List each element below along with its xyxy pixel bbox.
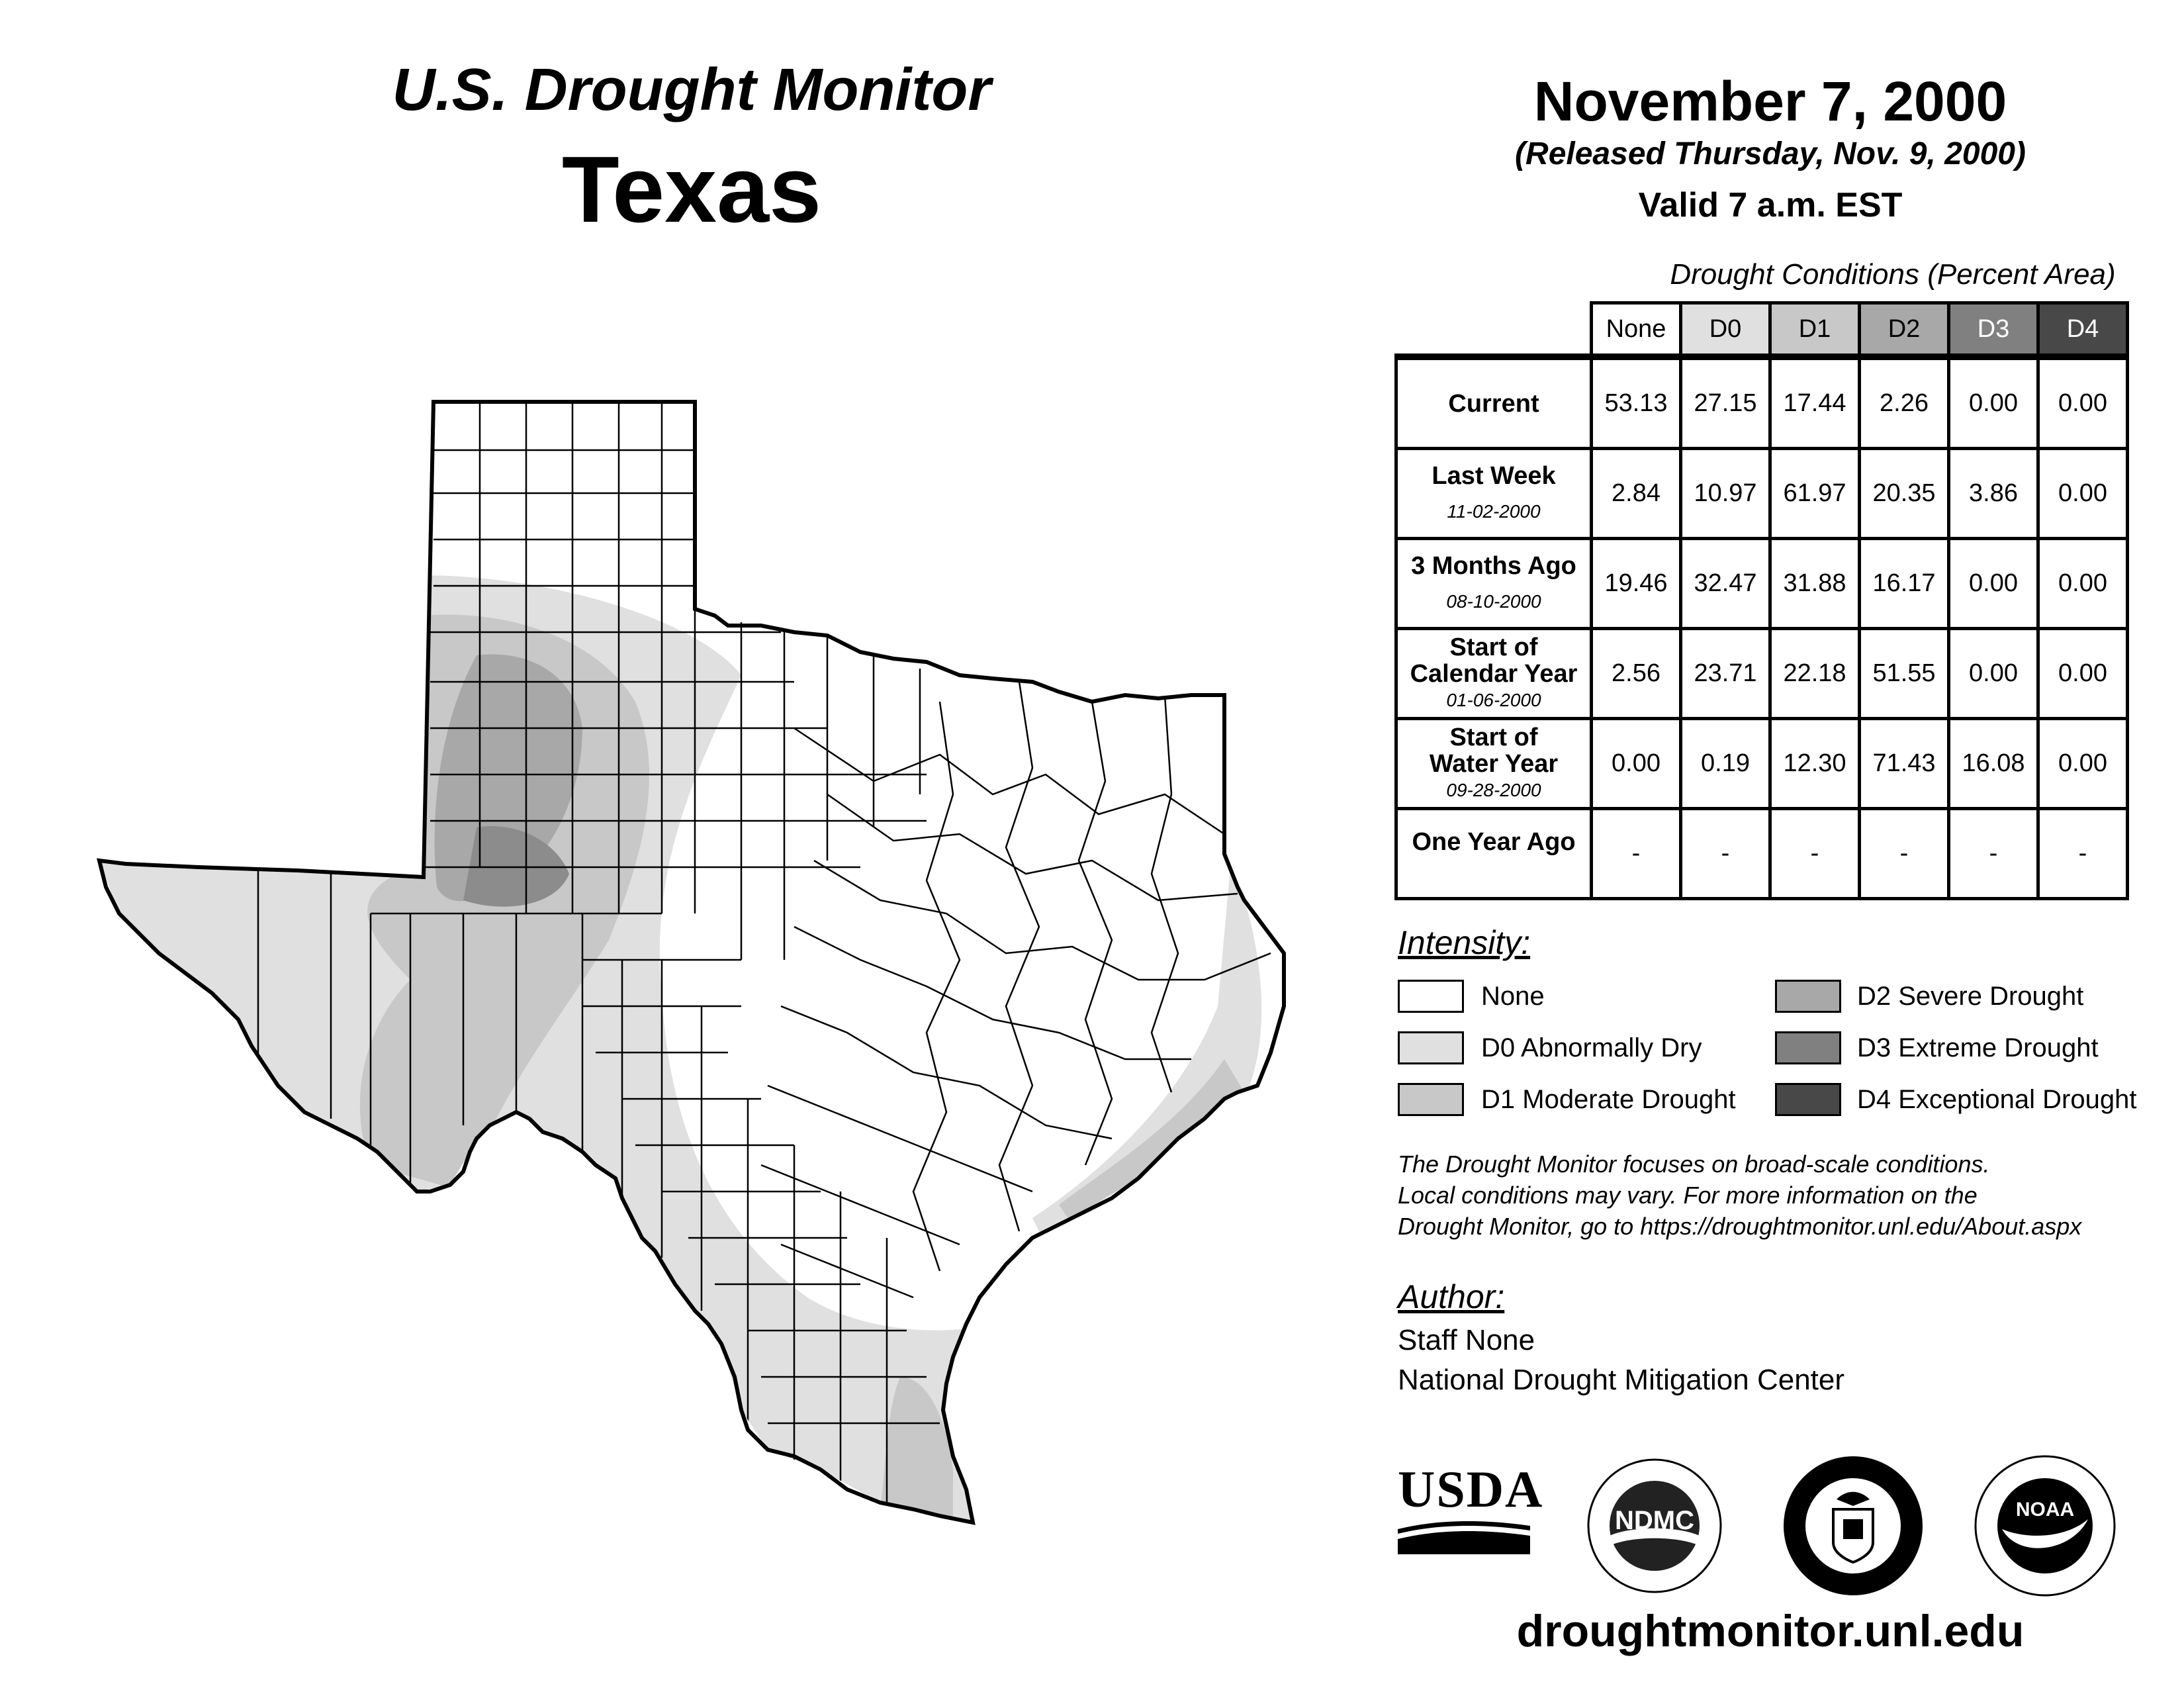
d1-region-south — [880, 1377, 953, 1523]
col-header-none: None — [1590, 301, 1682, 359]
legend-label: D3 Extreme Drought — [1857, 1033, 2099, 1062]
table-cell: 16.17 — [1858, 537, 1950, 630]
table-cell: - — [2036, 807, 2129, 900]
noaa-logo: NOAA — [1974, 1455, 2116, 1597]
row-label: Last Week 11-02-2000 — [1394, 447, 1593, 540]
table-cell: 61.97 — [1768, 447, 1861, 540]
table-cell: - — [1947, 807, 2040, 900]
table-cell: 0.00 — [1947, 537, 2040, 630]
legend-swatch-d0 — [1398, 1031, 1464, 1064]
release-date: (Released Thursday, Nov. 9, 2000) — [1515, 136, 2026, 171]
table-cell: 3.86 — [1947, 447, 2040, 540]
table-cell: 23.71 — [1679, 627, 1772, 720]
table-header-row: None D0 D1 D2 D3 D4 — [1396, 301, 2129, 359]
table-cell: 0.00 — [2036, 717, 2129, 810]
d1-region-coast — [1059, 1059, 1244, 1225]
legend-label: D2 Severe Drought — [1857, 982, 2084, 1011]
table-row: Start of Calendar Year 01-06-2000 2.56 23.… — [1394, 627, 2129, 720]
table-cell: 0.00 — [2036, 627, 2129, 720]
table-row: Start of Water Year 09-28-2000 0.00 0.19 1… — [1394, 717, 2129, 810]
legend-swatch-d4 — [1775, 1083, 1841, 1116]
table-cell: 12.30 — [1768, 717, 1861, 810]
author-org: National Drought Mitigation Center — [1398, 1364, 1845, 1396]
table-cell: - — [1768, 807, 1861, 900]
table-cell: 0.00 — [1947, 627, 2040, 720]
table-row: Current 53.13 27.15 17.44 2.26 0.00 0.00 — [1394, 353, 2129, 450]
legend-swatch-d3 — [1775, 1031, 1841, 1064]
legend-swatch-d2 — [1775, 980, 1841, 1013]
author-name: Staff None — [1398, 1324, 1535, 1356]
legend-swatch-d1 — [1398, 1083, 1464, 1116]
ndmc-logo: NDMC — [1587, 1458, 1722, 1593]
table-cell: 2.84 — [1590, 447, 1682, 540]
col-header-d1: D1 — [1768, 301, 1861, 359]
table-cell: 20.35 — [1858, 447, 1950, 540]
table-cell: 0.00 — [1590, 717, 1682, 810]
author-title: Author: — [1398, 1278, 1505, 1315]
table-cell: 0.00 — [1947, 353, 2040, 450]
table-cell: 2.56 — [1590, 627, 1682, 720]
col-header-d2: D2 — [1858, 301, 1950, 359]
table-cell: 0.00 — [2036, 537, 2129, 630]
legend-label: D1 Moderate Drought — [1481, 1085, 1736, 1114]
row-label: 3 Months Ago 08-10-2000 — [1394, 537, 1593, 630]
table-cell: 2.26 — [1858, 353, 1950, 450]
table-row: One Year Ago - - - - - - — [1394, 807, 2129, 900]
table-cell: - — [1858, 807, 1950, 900]
disclaimer-note: The Drought Monitor focuses on broad-sca… — [1398, 1150, 2082, 1240]
map-date: November 7, 2000 — [1533, 70, 2007, 132]
table-cell: 27.15 — [1679, 353, 1772, 450]
noaa-logo-text: NOAA — [2016, 1499, 2074, 1521]
table-cell: 0.00 — [2036, 447, 2129, 540]
legend-swatch-none — [1398, 980, 1464, 1013]
row-label: Start of Water Year 09-28-2000 — [1394, 717, 1593, 810]
table-cell: 10.97 — [1679, 447, 1772, 540]
row-date: 09-28-2000 — [1446, 779, 1541, 800]
table-caption: Drought Conditions (Percent Area) — [1670, 258, 2116, 291]
table-cell: 71.43 — [1858, 717, 1950, 810]
table-cell: - — [1590, 807, 1682, 900]
table-cell: - — [1679, 807, 1772, 900]
table-cell: 17.44 — [1768, 353, 1861, 450]
legend-label: D0 Abnormally Dry — [1481, 1033, 1702, 1062]
drought-conditions-table: None D0 D1 D2 D3 D4 Current 53.13 27.15 … — [1394, 301, 2129, 900]
table-corner — [1396, 303, 1593, 359]
map-title: U.S. Drought Monitor — [392, 57, 991, 123]
table-cell: 0.00 — [2036, 353, 2129, 450]
row-date: 08-10-2000 — [1446, 590, 1541, 612]
county-lines — [257, 402, 1271, 1503]
table-cell: 19.46 — [1590, 537, 1682, 630]
row-date: 01-06-2000 — [1446, 689, 1541, 710]
doc-seal-logo — [1784, 1456, 1923, 1595]
row-label: Start of Calendar Year 01-06-2000 — [1394, 627, 1593, 720]
col-header-d3: D3 — [1947, 301, 2040, 359]
legend-title: Intensity: — [1398, 924, 1531, 961]
table-cell: 16.08 — [1947, 717, 2040, 810]
table-row: 3 Months Ago 08-10-2000 19.46 32.47 31.88… — [1394, 537, 2129, 630]
row-date: 11-02-2000 — [1447, 500, 1541, 522]
table-cell: 51.55 — [1858, 627, 1950, 720]
table-cell: 22.18 — [1768, 627, 1861, 720]
valid-time: Valid 7 a.m. EST — [1638, 186, 1903, 224]
texas-outline — [97, 400, 1286, 1525]
ndmc-logo-text: NDMC — [1615, 1506, 1694, 1535]
legend-label: None — [1481, 982, 1545, 1011]
texas-drought-map — [97, 400, 1286, 1525]
website-url[interactable]: droughtmonitor.unl.edu — [1516, 1606, 2025, 1656]
table-cell: 32.47 — [1679, 537, 1772, 630]
row-label: Current — [1394, 353, 1593, 450]
table-cell: 0.19 — [1679, 717, 1772, 810]
legend-label: D4 Exceptional Drought — [1857, 1085, 2137, 1114]
col-header-d0: D0 — [1679, 301, 1772, 359]
table-row: Last Week 11-02-2000 2.84 10.97 61.97 20.… — [1394, 447, 2129, 540]
row-label: One Year Ago — [1394, 807, 1593, 900]
usda-logo: USDA — [1398, 1463, 1542, 1556]
table-cell: 31.88 — [1768, 537, 1861, 630]
d2-region — [434, 654, 582, 902]
state-title: Texas — [561, 137, 822, 242]
col-header-d4: D4 — [2036, 301, 2129, 359]
table-cell: 53.13 — [1590, 353, 1682, 450]
